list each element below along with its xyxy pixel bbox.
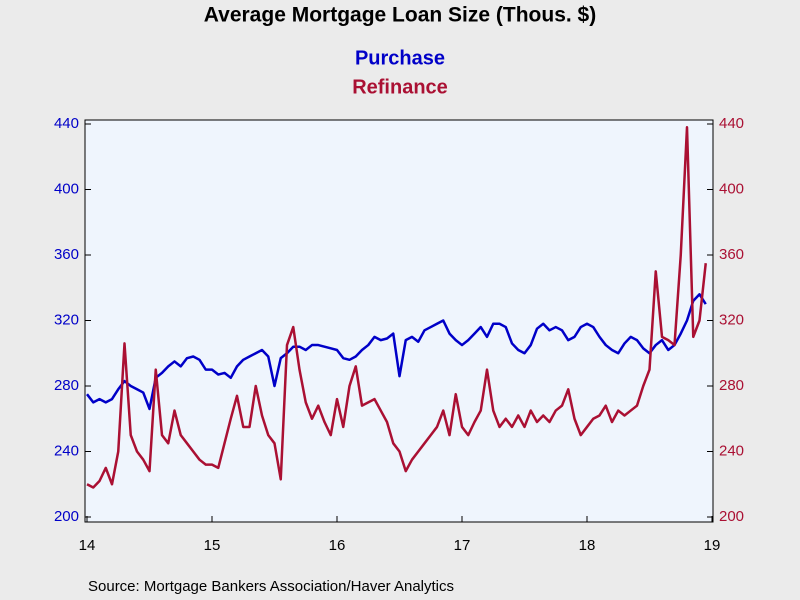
series-line bbox=[86, 126, 707, 489]
legend-entry: Purchase bbox=[355, 47, 445, 69]
y2-tick-label: 240 bbox=[719, 442, 744, 459]
y2-tick-label: 320 bbox=[719, 311, 744, 328]
y-tick-label: 280 bbox=[54, 377, 79, 394]
x-tick-label: 17 bbox=[454, 537, 471, 554]
y2-tick-label: 280 bbox=[719, 377, 744, 394]
y2-tick-label: 440 bbox=[719, 115, 744, 132]
y2-tick-label: 200 bbox=[719, 508, 744, 525]
y-tick-label: 200 bbox=[54, 508, 79, 525]
y-tick-label: 400 bbox=[54, 180, 79, 197]
y2-tick-label: 400 bbox=[719, 180, 744, 197]
x-tick-label: 19 bbox=[704, 537, 721, 554]
series-line bbox=[86, 293, 707, 411]
y-tick-label: 320 bbox=[54, 311, 79, 328]
x-tick-label: 16 bbox=[329, 537, 346, 554]
y2-tick-label: 360 bbox=[719, 246, 744, 263]
source-note: Source: Mortgage Bankers Association/Hav… bbox=[88, 578, 454, 595]
y-tick-label: 240 bbox=[54, 442, 79, 459]
x-tick-label: 18 bbox=[579, 537, 596, 554]
y-tick-label: 360 bbox=[54, 246, 79, 263]
x-tick-label: 14 bbox=[79, 537, 96, 554]
y-tick-label: 440 bbox=[54, 115, 79, 132]
plot-area bbox=[84, 119, 714, 523]
chart-title: Average Mortgage Loan Size (Thous. $) bbox=[204, 4, 596, 27]
x-tick-label: 15 bbox=[204, 537, 221, 554]
legend-entry: Refinance bbox=[352, 76, 448, 98]
